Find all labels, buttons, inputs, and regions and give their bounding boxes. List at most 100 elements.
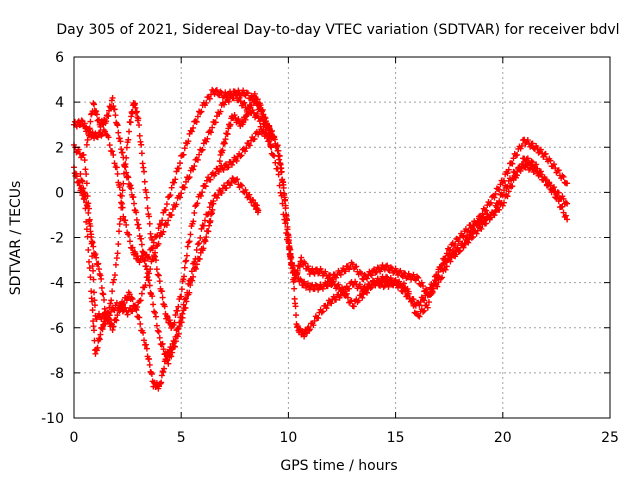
data-point bbox=[92, 251, 99, 258]
data-point bbox=[555, 167, 562, 174]
data-point bbox=[468, 225, 475, 232]
chart-title: Day 305 of 2021, Sidereal Day-to-day VTE… bbox=[56, 22, 619, 38]
data-point bbox=[138, 290, 145, 297]
x-tick-label: 20 bbox=[494, 430, 512, 446]
data-point bbox=[92, 130, 99, 137]
data-point bbox=[110, 279, 117, 286]
data-point bbox=[248, 102, 255, 109]
data-point bbox=[193, 156, 200, 163]
data-point bbox=[111, 276, 118, 283]
data-point bbox=[358, 270, 365, 277]
data-point bbox=[282, 220, 289, 227]
data-point bbox=[154, 271, 161, 278]
data-point bbox=[268, 144, 275, 151]
data-point bbox=[254, 96, 261, 103]
data-point bbox=[503, 192, 510, 199]
data-point bbox=[337, 271, 344, 278]
data-point bbox=[93, 254, 100, 261]
data-point bbox=[443, 250, 450, 257]
data-point bbox=[82, 166, 89, 173]
data-point bbox=[97, 272, 104, 279]
data-point bbox=[400, 285, 407, 292]
data-point bbox=[240, 87, 247, 94]
data-point bbox=[133, 216, 140, 223]
data-point bbox=[114, 122, 121, 129]
data-point bbox=[96, 266, 103, 273]
data-point bbox=[400, 280, 407, 287]
data-point bbox=[185, 239, 192, 246]
data-point bbox=[425, 291, 432, 298]
data-point bbox=[141, 178, 148, 185]
data-point bbox=[367, 271, 374, 278]
data-point bbox=[166, 317, 173, 324]
data-point bbox=[278, 168, 285, 175]
data-point bbox=[308, 282, 315, 289]
data-point bbox=[410, 271, 417, 278]
data-point bbox=[168, 212, 175, 219]
data-point bbox=[143, 194, 150, 201]
data-point bbox=[133, 209, 140, 216]
data-point bbox=[374, 264, 381, 271]
data-point bbox=[109, 288, 116, 295]
data-point bbox=[322, 268, 329, 275]
data-point bbox=[225, 164, 232, 171]
data-point bbox=[116, 228, 123, 235]
data-point bbox=[110, 151, 117, 158]
data-point bbox=[492, 190, 499, 197]
data-point bbox=[133, 307, 140, 314]
data-point bbox=[537, 146, 544, 153]
x-tick-label: 0 bbox=[70, 430, 79, 446]
data-point bbox=[116, 307, 123, 314]
data-point bbox=[410, 296, 417, 303]
data-point bbox=[198, 225, 205, 232]
data-point bbox=[96, 336, 103, 343]
data-point bbox=[155, 225, 162, 232]
data-point bbox=[124, 311, 131, 318]
data-point bbox=[206, 128, 213, 135]
data-point bbox=[405, 290, 412, 297]
data-point bbox=[517, 165, 524, 172]
y-tick-label: -2 bbox=[50, 231, 64, 247]
data-point bbox=[90, 243, 97, 250]
data-point bbox=[234, 176, 241, 183]
data-point bbox=[146, 282, 153, 289]
data-point bbox=[491, 212, 498, 219]
data-point bbox=[141, 257, 148, 264]
data-point bbox=[173, 168, 180, 175]
data-point bbox=[443, 263, 450, 270]
data-point bbox=[281, 216, 288, 223]
data-point bbox=[144, 205, 151, 212]
data-point bbox=[439, 261, 446, 268]
data-point bbox=[177, 194, 184, 201]
data-point bbox=[88, 288, 95, 295]
data-point bbox=[240, 100, 247, 107]
data-point bbox=[105, 134, 112, 141]
data-point bbox=[213, 194, 220, 201]
data-point bbox=[180, 151, 187, 158]
x-tick-label: 25 bbox=[601, 430, 619, 446]
data-point bbox=[113, 317, 120, 324]
data-point bbox=[291, 285, 298, 292]
data-point bbox=[88, 238, 95, 245]
data-point bbox=[157, 380, 164, 387]
data-point bbox=[447, 258, 454, 265]
data-point bbox=[97, 331, 104, 338]
data-point bbox=[287, 250, 294, 257]
data-point bbox=[156, 278, 163, 285]
data-point bbox=[155, 240, 162, 247]
data-point bbox=[136, 314, 143, 321]
data-point bbox=[227, 121, 234, 128]
data-point bbox=[184, 243, 191, 250]
series-track-5 bbox=[83, 94, 217, 367]
data-point bbox=[343, 290, 350, 297]
data-point bbox=[119, 187, 126, 194]
data-point bbox=[144, 255, 151, 262]
data-point bbox=[259, 107, 266, 114]
data-point bbox=[140, 249, 147, 256]
data-point bbox=[91, 101, 98, 108]
data-point bbox=[137, 297, 144, 304]
data-point bbox=[83, 171, 90, 178]
y-tick-label: -10 bbox=[41, 411, 64, 427]
data-point bbox=[385, 278, 392, 285]
data-point bbox=[149, 236, 156, 243]
